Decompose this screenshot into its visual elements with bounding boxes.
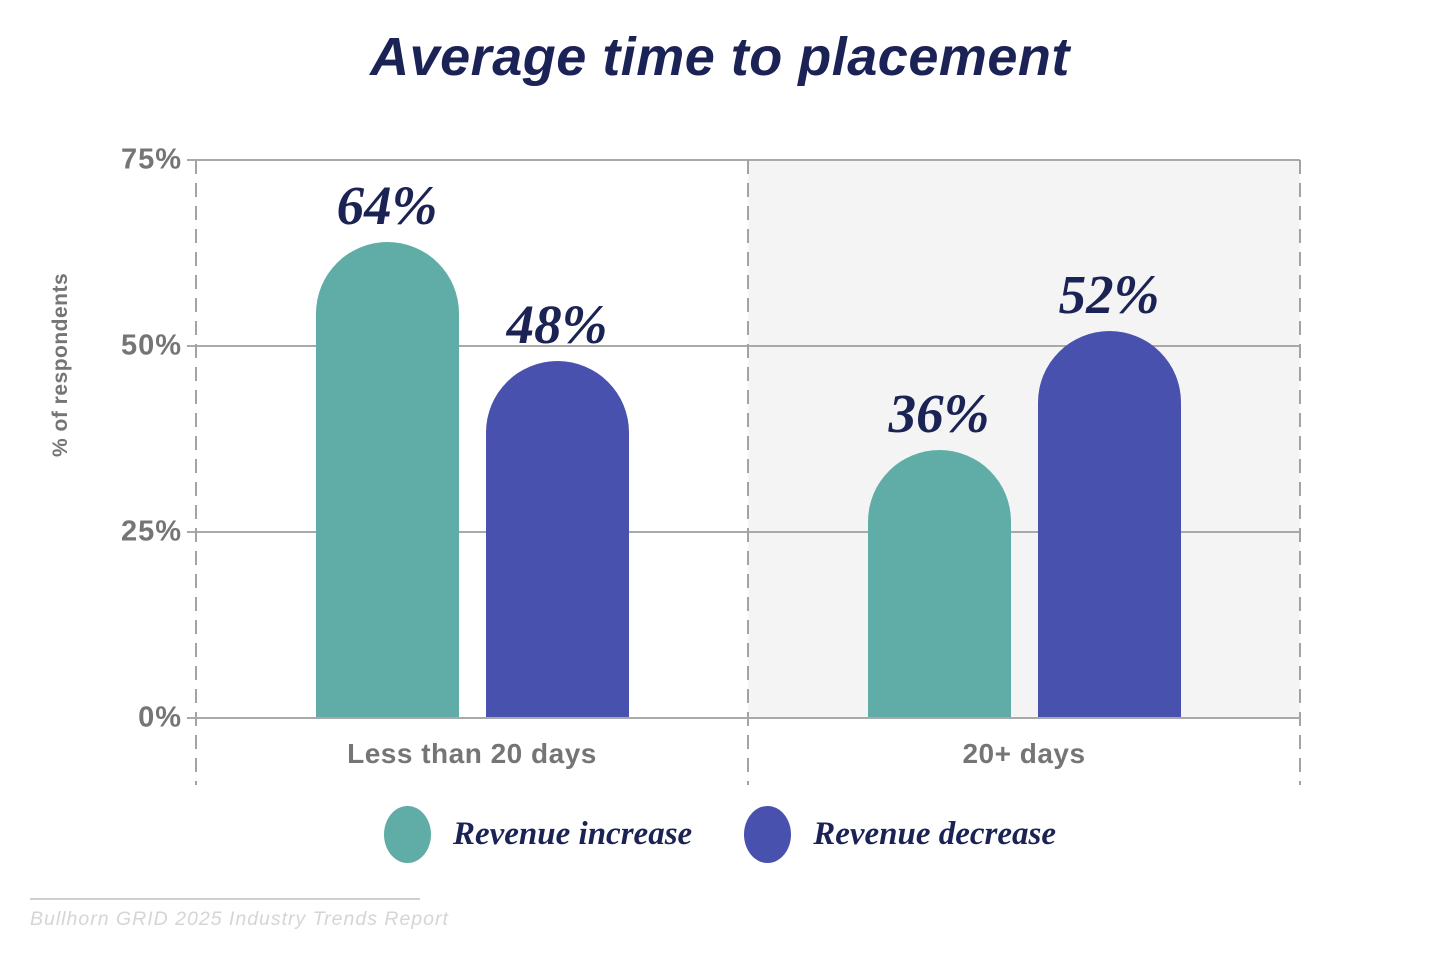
gridline-25	[187, 531, 1300, 533]
footer-divider	[30, 898, 420, 900]
dashed-boundary-left	[195, 160, 197, 785]
bar-unit: 48%	[485, 160, 629, 718]
plot-area: 64% 48% 36% 52% 75% 50% 25% 0% % of respon…	[49, 144, 1301, 785]
bar-revenue-decrease-less-than-20-days	[485, 360, 629, 718]
bar-value-label: 36%	[888, 383, 990, 445]
chart-title: Average time to placement	[370, 27, 1070, 87]
bar-revenue-decrease-20-days	[1037, 331, 1181, 718]
y-tick-25: 25%	[120, 515, 182, 548]
bar-group-20-plus-days: 36% 52%	[748, 160, 1300, 718]
legend-marker-revenue-decrease	[744, 806, 792, 863]
bar-unit: 64%	[315, 160, 459, 718]
bar-revenue-increase-20-days	[867, 450, 1011, 718]
y-tick-75: 75%	[120, 143, 182, 176]
legend: Revenue increase Revenue decrease	[0, 806, 1440, 863]
bar-revenue-increase-less-than-20-days	[315, 241, 459, 718]
category-label-20-plus-days: 20+ days	[962, 738, 1086, 769]
legend-label-revenue-increase: Revenue increase	[452, 816, 693, 852]
dashed-boundary-right	[1299, 160, 1301, 785]
dashed-boundary-middle	[747, 160, 749, 785]
bar-value-label: 48%	[506, 293, 608, 355]
legend-marker-revenue-increase	[383, 806, 431, 863]
bar-group-less-than-20-days: 64% 48%	[196, 160, 748, 718]
legend-item-revenue-decrease: Revenue decrease	[744, 806, 1056, 863]
bar-unit: 36%	[867, 160, 1011, 718]
highlight-region-20-plus-days	[748, 160, 1300, 718]
bar-unit: 52%	[1037, 160, 1181, 718]
y-tick-50: 50%	[120, 329, 182, 362]
legend-label-revenue-decrease: Revenue decrease	[813, 816, 1057, 852]
x-axis-baseline	[187, 717, 1300, 719]
legend-item-revenue-increase: Revenue increase	[383, 806, 693, 863]
category-label-less-than-20-days: Less than 20 days	[347, 738, 597, 769]
source-attribution: Bullhorn GRID 2025 Industry Trends Repor…	[30, 908, 449, 930]
gridline-75	[187, 159, 1300, 161]
bar-value-label: 64%	[336, 174, 438, 236]
y-tick-0: 0%	[138, 701, 182, 734]
gridline-50	[187, 345, 1300, 347]
bar-value-label: 52%	[1058, 264, 1160, 326]
